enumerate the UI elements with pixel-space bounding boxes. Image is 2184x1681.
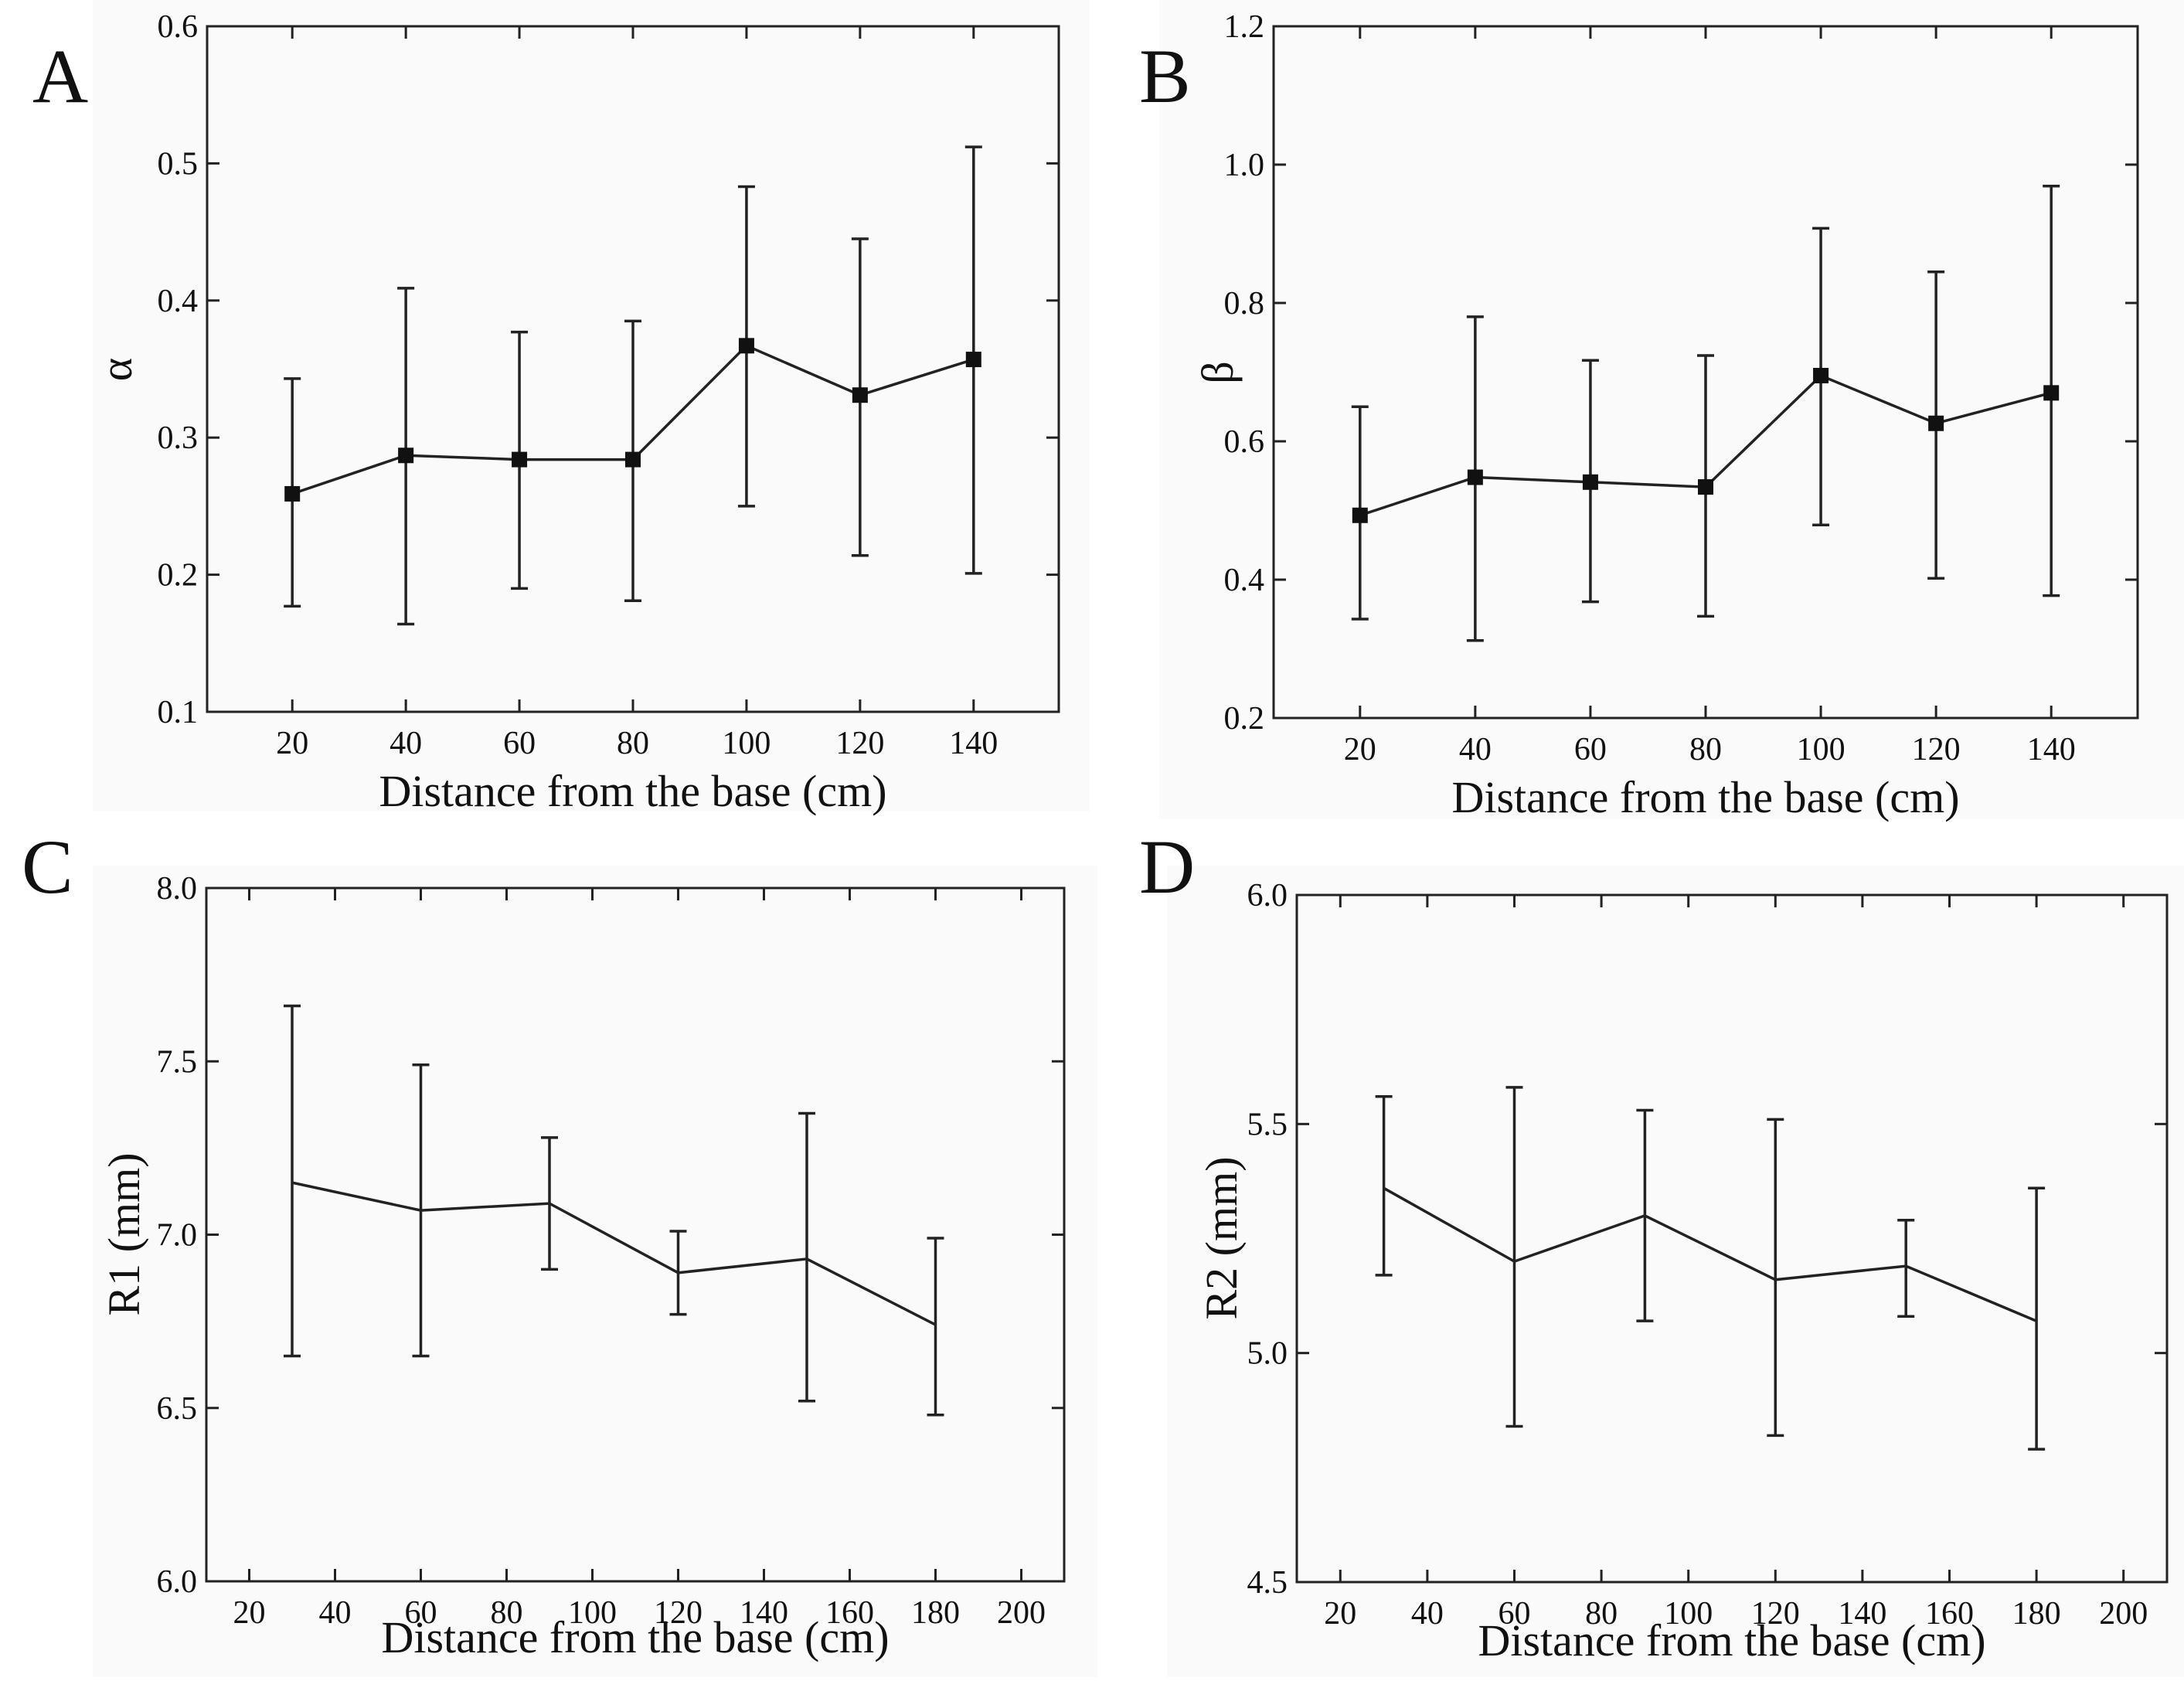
y-axis-title: β xyxy=(1192,361,1243,384)
panel-b: B 0.2 0.4 0.6 0.8 1.0 1.2 20 40 60 80 100 120 140 Dist… xyxy=(1139,0,2184,822)
x-tick-label: 160 xyxy=(1925,1596,1974,1632)
panel-label: C xyxy=(22,824,73,910)
y-tick-label: 0.2 xyxy=(1224,701,1265,737)
data-point xyxy=(1582,474,1598,490)
panel-d: D 4.5 5.0 5.5 6.0 20 40 60 80 100 120 140 160 180 200 D… xyxy=(1139,824,2184,1677)
x-tick-label: 60 xyxy=(1499,1596,1531,1632)
y-tick-label: 8.0 xyxy=(157,871,198,907)
y-tick-label: 0.1 xyxy=(158,695,199,730)
x-axis-title: Distance from the base (cm) xyxy=(381,1612,889,1662)
data-point xyxy=(512,451,528,468)
y-tick-label: 1.2 xyxy=(1224,9,1265,45)
x-tick-label: 40 xyxy=(1459,732,1492,767)
x-tick-label: 140 xyxy=(949,726,998,761)
panel-background xyxy=(93,0,1090,812)
y-tick-label: 7.0 xyxy=(157,1218,198,1254)
panel-label: A xyxy=(32,33,88,119)
data-point xyxy=(2043,385,2060,401)
data-point xyxy=(1698,479,1713,495)
data-point xyxy=(1467,469,1483,485)
x-tick-label: 100 xyxy=(1664,1596,1713,1632)
x-tick-label: 120 xyxy=(1751,1596,1800,1632)
x-axis-title: Distance from the base (cm) xyxy=(1478,1615,1985,1666)
data-point xyxy=(965,352,981,368)
x-tick-label: 200 xyxy=(997,1595,1046,1631)
data-point xyxy=(852,387,868,403)
x-tick-label: 80 xyxy=(1585,1596,1618,1632)
x-tick-label: 40 xyxy=(319,1595,352,1631)
y-tick-label: 0.4 xyxy=(1224,563,1265,598)
x-tick-label: 120 xyxy=(835,726,884,761)
x-tick-label: 80 xyxy=(1689,732,1722,767)
data-point xyxy=(1813,367,1829,383)
panel-label: B xyxy=(1139,33,1191,119)
x-tick-label: 100 xyxy=(1797,732,1846,767)
data-point xyxy=(398,447,414,464)
series-line xyxy=(1383,1186,2037,1322)
x-tick-label: 120 xyxy=(654,1595,702,1631)
x-tick-label: 80 xyxy=(617,726,649,761)
x-tick-label: 100 xyxy=(722,726,771,761)
data-point xyxy=(738,338,754,354)
y-tick-label: 5.5 xyxy=(1247,1107,1288,1142)
x-tick-label: 20 xyxy=(1324,1596,1356,1632)
y-tick-label: 0.6 xyxy=(1224,424,1265,460)
x-tick-label: 40 xyxy=(390,726,422,761)
x-tick-label: 180 xyxy=(911,1595,960,1631)
y-tick-label: 0.8 xyxy=(1224,286,1265,322)
data-point xyxy=(1928,415,1944,431)
data-point xyxy=(625,451,641,468)
y-tick-label: 1.0 xyxy=(1224,148,1265,183)
x-tick-label: 20 xyxy=(1344,732,1376,767)
x-tick-label: 60 xyxy=(405,1595,437,1631)
panel-c: C 6.0 6.5 7.0 7.5 8.0 20 40 60 80 100 120 140 160 180 2… xyxy=(22,824,1097,1677)
x-tick-label: 20 xyxy=(276,726,308,761)
panel-label: D xyxy=(1139,824,1195,910)
data-point xyxy=(284,485,301,502)
y-tick-label: 5.0 xyxy=(1247,1336,1288,1372)
series-line xyxy=(291,1181,937,1326)
x-tick-label: 20 xyxy=(233,1595,266,1631)
x-axis-title: Distance from the base (cm) xyxy=(1451,772,1959,822)
x-tick-label: 120 xyxy=(1912,732,1961,767)
x-tick-label: 180 xyxy=(2012,1596,2061,1632)
y-tick-label: 0.2 xyxy=(158,558,199,594)
x-tick-label: 100 xyxy=(568,1595,617,1631)
data-point xyxy=(1352,507,1368,523)
y-axis-title: R1 (mm) xyxy=(99,1152,149,1315)
x-tick-label: 140 xyxy=(2027,732,2076,767)
x-tick-label: 60 xyxy=(1574,732,1607,767)
plot-frame xyxy=(1295,893,2169,1584)
x-axis-title: Distance from the base (cm) xyxy=(379,766,886,816)
y-tick-label: 0.4 xyxy=(158,284,199,319)
y-tick-label: 0.6 xyxy=(158,9,199,45)
x-tick-label: 140 xyxy=(740,1595,788,1631)
y-axis-title: α xyxy=(91,358,141,381)
y-tick-label: 7.5 xyxy=(157,1044,198,1080)
panel-background xyxy=(1159,0,2184,819)
x-tick-label: 40 xyxy=(1411,1596,1444,1632)
y-tick-label: 6.0 xyxy=(1247,878,1288,914)
panel-background xyxy=(93,866,1097,1677)
x-tick-label: 140 xyxy=(1838,1596,1886,1632)
y-tick-label: 6.5 xyxy=(157,1391,198,1427)
x-tick-label: 160 xyxy=(825,1595,874,1631)
panel-a: A 0.1 0.2 0.3 0.4 0.5 0.6 20 40 60 80 100 120 140 Dist… xyxy=(32,0,1090,816)
y-tick-label: 0.5 xyxy=(158,146,199,182)
y-tick-label: 6.0 xyxy=(157,1564,198,1600)
panel-background xyxy=(1167,866,2184,1677)
y-axis-title: R2 (mm) xyxy=(1196,1156,1247,1319)
x-tick-label: 80 xyxy=(491,1595,523,1631)
y-tick-label: 0.3 xyxy=(158,420,199,456)
x-tick-label: 200 xyxy=(2099,1596,2148,1632)
y-tick-label: 4.5 xyxy=(1247,1565,1288,1601)
x-tick-label: 60 xyxy=(503,726,536,761)
